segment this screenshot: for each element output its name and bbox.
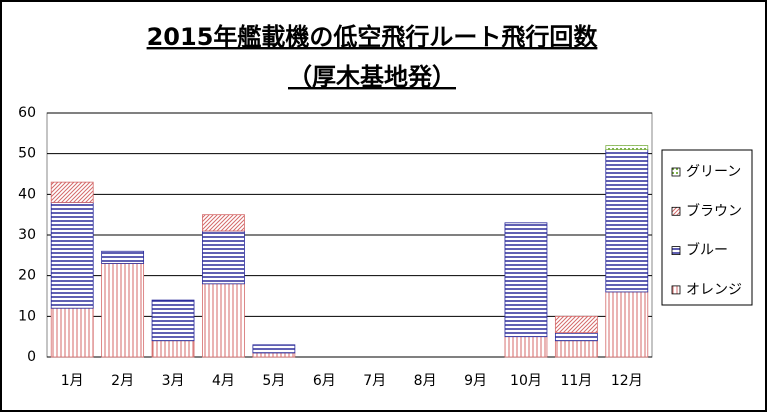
x-tick-label: 1月	[61, 373, 84, 389]
legend-swatch	[671, 246, 681, 256]
x-tick-label: 7月	[363, 373, 386, 389]
y-tick-label: 10	[18, 308, 36, 324]
legend-label: ブラウン	[686, 202, 742, 219]
bar-segment	[554, 340, 598, 358]
bar-segment	[202, 214, 245, 232]
x-tick-label: 6月	[313, 373, 336, 389]
bar-segment	[50, 307, 94, 358]
bar-segment	[605, 149, 649, 293]
bar-segment	[605, 291, 649, 358]
x-tick-label: 4月	[212, 373, 235, 389]
chart-subtitle: （厚木基地発）	[288, 63, 456, 91]
x-tick-label: 2月	[111, 373, 134, 389]
bar-segment	[554, 315, 598, 334]
x-tick-label: 10月	[510, 373, 542, 389]
bar-segment	[151, 299, 195, 342]
bar-segment	[101, 250, 145, 264]
bar-segment	[50, 181, 94, 203]
bar-segment	[151, 340, 195, 358]
x-tick-label: 12月	[611, 373, 643, 389]
y-tick-label: 60	[18, 105, 36, 121]
y-tick-label: 30	[18, 227, 36, 243]
y-tick-label: 20	[18, 268, 36, 284]
legend-label: グリーン	[686, 164, 741, 180]
x-tick-label: 9月	[464, 373, 487, 389]
x-tick-label: 5月	[262, 373, 285, 389]
bar-segment	[202, 230, 245, 285]
y-tick-label: 50	[18, 146, 36, 162]
legend-label: ブルー	[686, 242, 728, 259]
x-tick-label: 8月	[414, 373, 437, 389]
bar-segment	[605, 145, 649, 151]
bar-segment	[554, 332, 598, 342]
x-tick-label: 3月	[162, 373, 185, 389]
bar-segment	[101, 263, 145, 358]
bar-segment	[504, 336, 548, 358]
bar-segment	[50, 202, 94, 309]
chart-title: 2015年艦載機の低空飛行ルート飛行回数	[147, 23, 599, 51]
legend-swatch	[671, 285, 681, 295]
y-tick-label: 40	[18, 186, 36, 202]
bar-segment	[252, 344, 296, 354]
legend-label: オレンジ	[686, 282, 742, 298]
bar-segment	[202, 283, 245, 358]
bar-segment	[252, 352, 296, 358]
legend-swatch	[671, 167, 681, 177]
bar-segment	[504, 222, 548, 338]
x-tick-label: 11月	[560, 373, 592, 389]
y-tick-label: 0	[27, 349, 36, 365]
legend-swatch	[671, 206, 681, 216]
